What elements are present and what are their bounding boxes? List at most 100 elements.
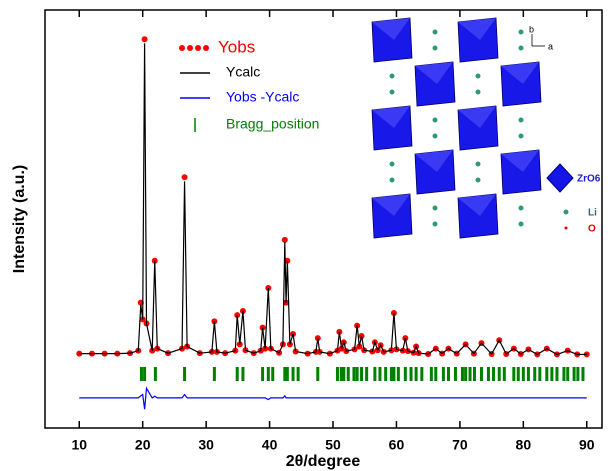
li-atom	[475, 89, 481, 95]
octahedron-face	[372, 106, 410, 128]
bragg-tick	[566, 367, 570, 381]
bragg-tick	[316, 367, 320, 381]
bragg-tick	[429, 367, 433, 381]
li-atom	[432, 29, 438, 35]
bragg-tick	[502, 367, 506, 381]
bragg-tick	[241, 367, 245, 381]
li-atom	[475, 177, 481, 183]
legend-label: Ycalc	[226, 64, 260, 80]
bragg-tick	[516, 367, 520, 381]
bragg-tick	[492, 367, 496, 381]
inset-label: b	[529, 24, 534, 34]
bragg-tick	[392, 367, 396, 381]
bragg-tick	[143, 367, 147, 381]
bragg-tick	[526, 367, 530, 381]
bragg-tick	[420, 367, 424, 381]
bragg-tick	[576, 367, 580, 381]
legend-symbol	[187, 45, 193, 51]
x-tick-label: 10	[71, 437, 87, 453]
bragg-tick	[533, 367, 537, 381]
bragg-tick	[271, 367, 275, 381]
li-atom	[389, 89, 395, 95]
x-tick-label: 70	[452, 437, 468, 453]
bragg-tick	[562, 367, 566, 381]
legend-label: Bragg_position	[226, 116, 319, 132]
bragg-tick	[460, 367, 464, 381]
li-atom	[432, 221, 438, 227]
bragg-tick	[365, 367, 369, 381]
bragg-tick	[468, 367, 472, 381]
bragg-tick	[352, 367, 356, 381]
bragg-tick	[153, 367, 157, 381]
bragg-tick	[472, 367, 476, 381]
bragg-tick	[355, 367, 359, 381]
octahedra	[371, 17, 542, 239]
li-atom	[432, 205, 438, 211]
bragg-tick	[335, 367, 339, 381]
x-tick-label: 20	[135, 437, 151, 453]
obs-point	[281, 236, 288, 243]
bragg-tick	[212, 367, 216, 381]
li-atom	[518, 221, 524, 227]
plot-frame	[44, 9, 603, 429]
bragg-tick	[291, 367, 295, 381]
bragg-tick	[296, 367, 300, 381]
x-tick-label: 80	[516, 437, 532, 453]
bragg-tick	[346, 367, 350, 381]
octahedron-face	[372, 18, 410, 40]
inset-structure: b a ZrO6 Li O	[371, 17, 601, 244]
bragg-tick	[446, 367, 450, 381]
bragg-tick	[396, 367, 400, 381]
bragg-tick	[342, 367, 346, 381]
obs-point	[181, 174, 188, 181]
bragg-tick	[266, 367, 270, 381]
inset-label: a	[548, 41, 553, 51]
bragg-tick	[339, 367, 343, 381]
li-atom	[432, 117, 438, 123]
legend-icon	[563, 209, 569, 215]
bragg-tick	[521, 367, 525, 381]
x-tick-label: 40	[262, 437, 278, 453]
y-axis-title: Intensity (a.u.)	[11, 165, 28, 273]
bragg-tick	[285, 367, 289, 381]
x-tick-label: 60	[389, 437, 405, 453]
inset-label: ZrO6	[577, 174, 601, 185]
octahedron-face	[415, 62, 453, 84]
legend-label: Yobs	[218, 37, 255, 56]
legend-symbol	[195, 45, 201, 51]
obs-point	[141, 36, 148, 43]
octahedron-face	[501, 62, 539, 84]
profile-line	[79, 43, 587, 356]
legend-symbol	[203, 45, 209, 51]
inset-label: O	[588, 224, 596, 235]
x-axis-title: 2θ/degree	[286, 453, 361, 470]
bragg-tick	[139, 367, 143, 381]
legend-icon	[564, 226, 568, 230]
x-tick-label: 30	[198, 437, 214, 453]
octahedron-face	[372, 194, 410, 216]
bragg-tick	[409, 367, 413, 381]
bragg-tick	[235, 367, 239, 381]
bragg-tick	[479, 367, 483, 381]
li-atom	[518, 205, 524, 211]
bragg-tick	[464, 367, 468, 381]
bragg-tick	[403, 367, 407, 381]
bragg-tick	[555, 367, 559, 381]
li-atom	[389, 161, 395, 167]
bragg-tick	[434, 367, 438, 381]
bragg-tick	[497, 367, 501, 381]
bragg-tick	[389, 367, 393, 381]
li-atom	[389, 73, 395, 79]
bragg-tick	[453, 367, 457, 381]
li-atom	[432, 45, 438, 51]
octahedron-face	[458, 106, 496, 128]
li-atom	[475, 161, 481, 167]
legend-label: Yobs -Ycalc	[226, 89, 299, 105]
obs-point	[76, 350, 83, 357]
li-atom	[518, 133, 524, 139]
octahedron-face	[458, 194, 496, 216]
legend-symbol	[179, 45, 185, 51]
x-tick-label: 90	[579, 437, 595, 453]
x-tick-label: 50	[325, 437, 341, 453]
